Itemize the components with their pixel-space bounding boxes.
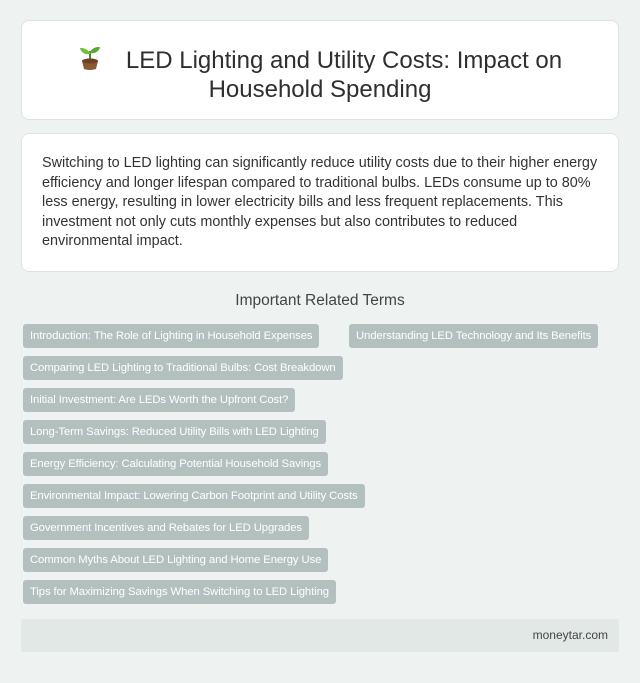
footer-site-name: moneytar.com (532, 628, 608, 642)
related-terms-heading: Important Related Terms (235, 292, 405, 309)
title-card: LED Lighting and Utility Costs: Impact o… (21, 20, 619, 120)
page-title-container: LED Lighting and Utility Costs: Impact o… (22, 45, 618, 104)
intro-paragraph: Switching to LED lighting can significan… (42, 155, 598, 249)
related-term-link[interactable]: Tips for Maximizing Savings When Switchi… (23, 580, 336, 604)
footer: moneytar.com (21, 619, 619, 652)
page-title: LED Lighting and Utility Costs: Impact o… (125, 47, 563, 103)
related-term-link[interactable]: Long-Term Savings: Reduced Utility Bills… (23, 420, 326, 444)
intro-card: Switching to LED lighting can significan… (21, 133, 619, 272)
related-term-link[interactable]: Understanding LED Technology and Its Ben… (349, 324, 599, 348)
related-term-link[interactable]: Common Myths About LED Lighting and Home… (23, 548, 329, 572)
related-term-link[interactable]: Energy Efficiency: Calculating Potential… (23, 452, 329, 476)
related-term-link[interactable]: Introduction: The Role of Lighting in Ho… (23, 324, 320, 348)
related-term-link[interactable]: Initial Investment: Are LEDs Worth the U… (23, 388, 296, 412)
related-term-link[interactable]: Comparing LED Lighting to Traditional Bu… (23, 356, 343, 380)
sprout-icon (79, 46, 100, 70)
related-term-link[interactable]: Government Incentives and Rebates for LE… (23, 516, 309, 540)
related-term-link[interactable]: Environmental Impact: Lowering Carbon Fo… (23, 484, 365, 508)
